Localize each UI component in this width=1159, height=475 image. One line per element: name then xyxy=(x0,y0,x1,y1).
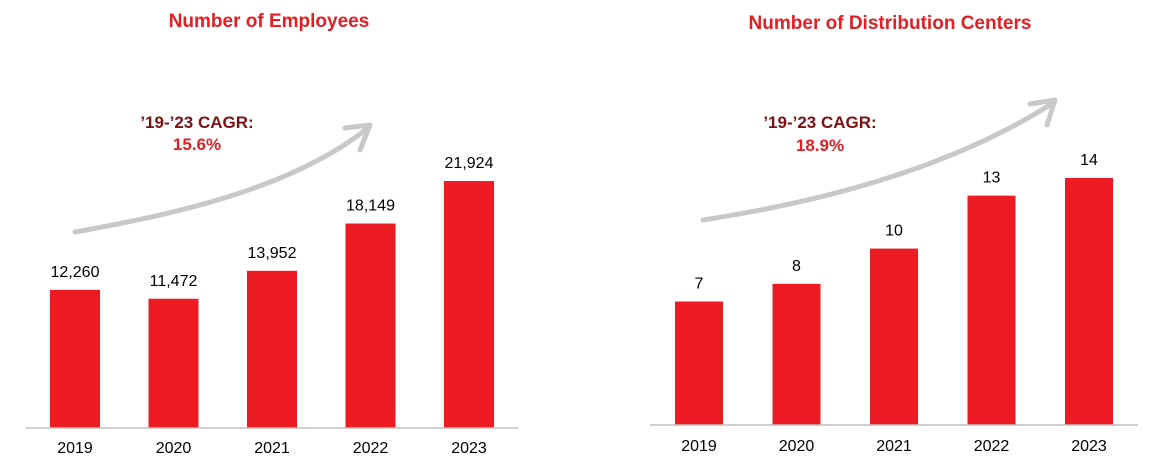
x-tick-label: 2023 xyxy=(1071,438,1107,455)
cagr-value: 18.9% xyxy=(796,136,844,155)
bar-2023 xyxy=(444,181,494,428)
x-tick-label: 2022 xyxy=(353,440,389,457)
data-label: 21,924 xyxy=(445,155,494,172)
bar-2022 xyxy=(345,223,396,428)
x-tick-label: 2020 xyxy=(779,438,815,455)
bar-2020 xyxy=(148,298,199,428)
data-label: 10 xyxy=(885,223,903,240)
data-label: 7 xyxy=(695,276,704,293)
x-tick-label: 2021 xyxy=(254,440,290,457)
x-tick-label: 2019 xyxy=(57,440,93,457)
chart-title: Number of Employees xyxy=(169,11,370,32)
data-label: 13,952 xyxy=(248,245,297,262)
bar-2019 xyxy=(50,289,100,428)
growth-arrow-icon xyxy=(700,100,1056,223)
chart-employees: Number of Employees ’19-’23 CAGR: 15.6% … xyxy=(26,11,518,457)
x-tick-label: 2023 xyxy=(451,440,487,457)
bar-2023 xyxy=(1065,178,1113,425)
bars-group: 7 2019 8 2020 10 2021 13 2022 14 2023 xyxy=(675,152,1113,455)
growth-arrowhead-icon xyxy=(1027,97,1058,128)
data-label: 13 xyxy=(983,170,1001,187)
bar-2020 xyxy=(772,283,821,425)
chart-distribution-centers: Number of Distribution Centers ’19-’23 C… xyxy=(650,13,1138,455)
data-label: 12,260 xyxy=(51,264,100,281)
cagr-label: ’19-’23 CAGR: xyxy=(763,113,876,132)
x-tick-label: 2022 xyxy=(974,438,1010,455)
cagr-label: ’19-’23 CAGR: xyxy=(140,113,253,132)
x-tick-label: 2021 xyxy=(876,438,912,455)
growth-arrow-icon xyxy=(72,125,371,235)
x-tick-label: 2020 xyxy=(156,440,192,457)
x-tick-label: 2019 xyxy=(681,438,717,455)
cagr-value: 15.6% xyxy=(173,135,221,154)
growth-arrowhead-icon xyxy=(342,122,373,153)
bar-2021 xyxy=(247,270,297,428)
bars-group: 12,260 2019 11,472 2020 13,952 2021 18,149 2022… xyxy=(50,155,494,457)
chart-title: Number of Distribution Centers xyxy=(749,13,1032,34)
bar-2019 xyxy=(675,301,723,425)
bar-2021 xyxy=(870,248,918,425)
data-label: 14 xyxy=(1080,152,1098,169)
data-label: 18,149 xyxy=(346,198,395,215)
bar-2022 xyxy=(967,195,1016,425)
data-label: 11,472 xyxy=(150,273,198,290)
data-label: 8 xyxy=(792,258,801,275)
